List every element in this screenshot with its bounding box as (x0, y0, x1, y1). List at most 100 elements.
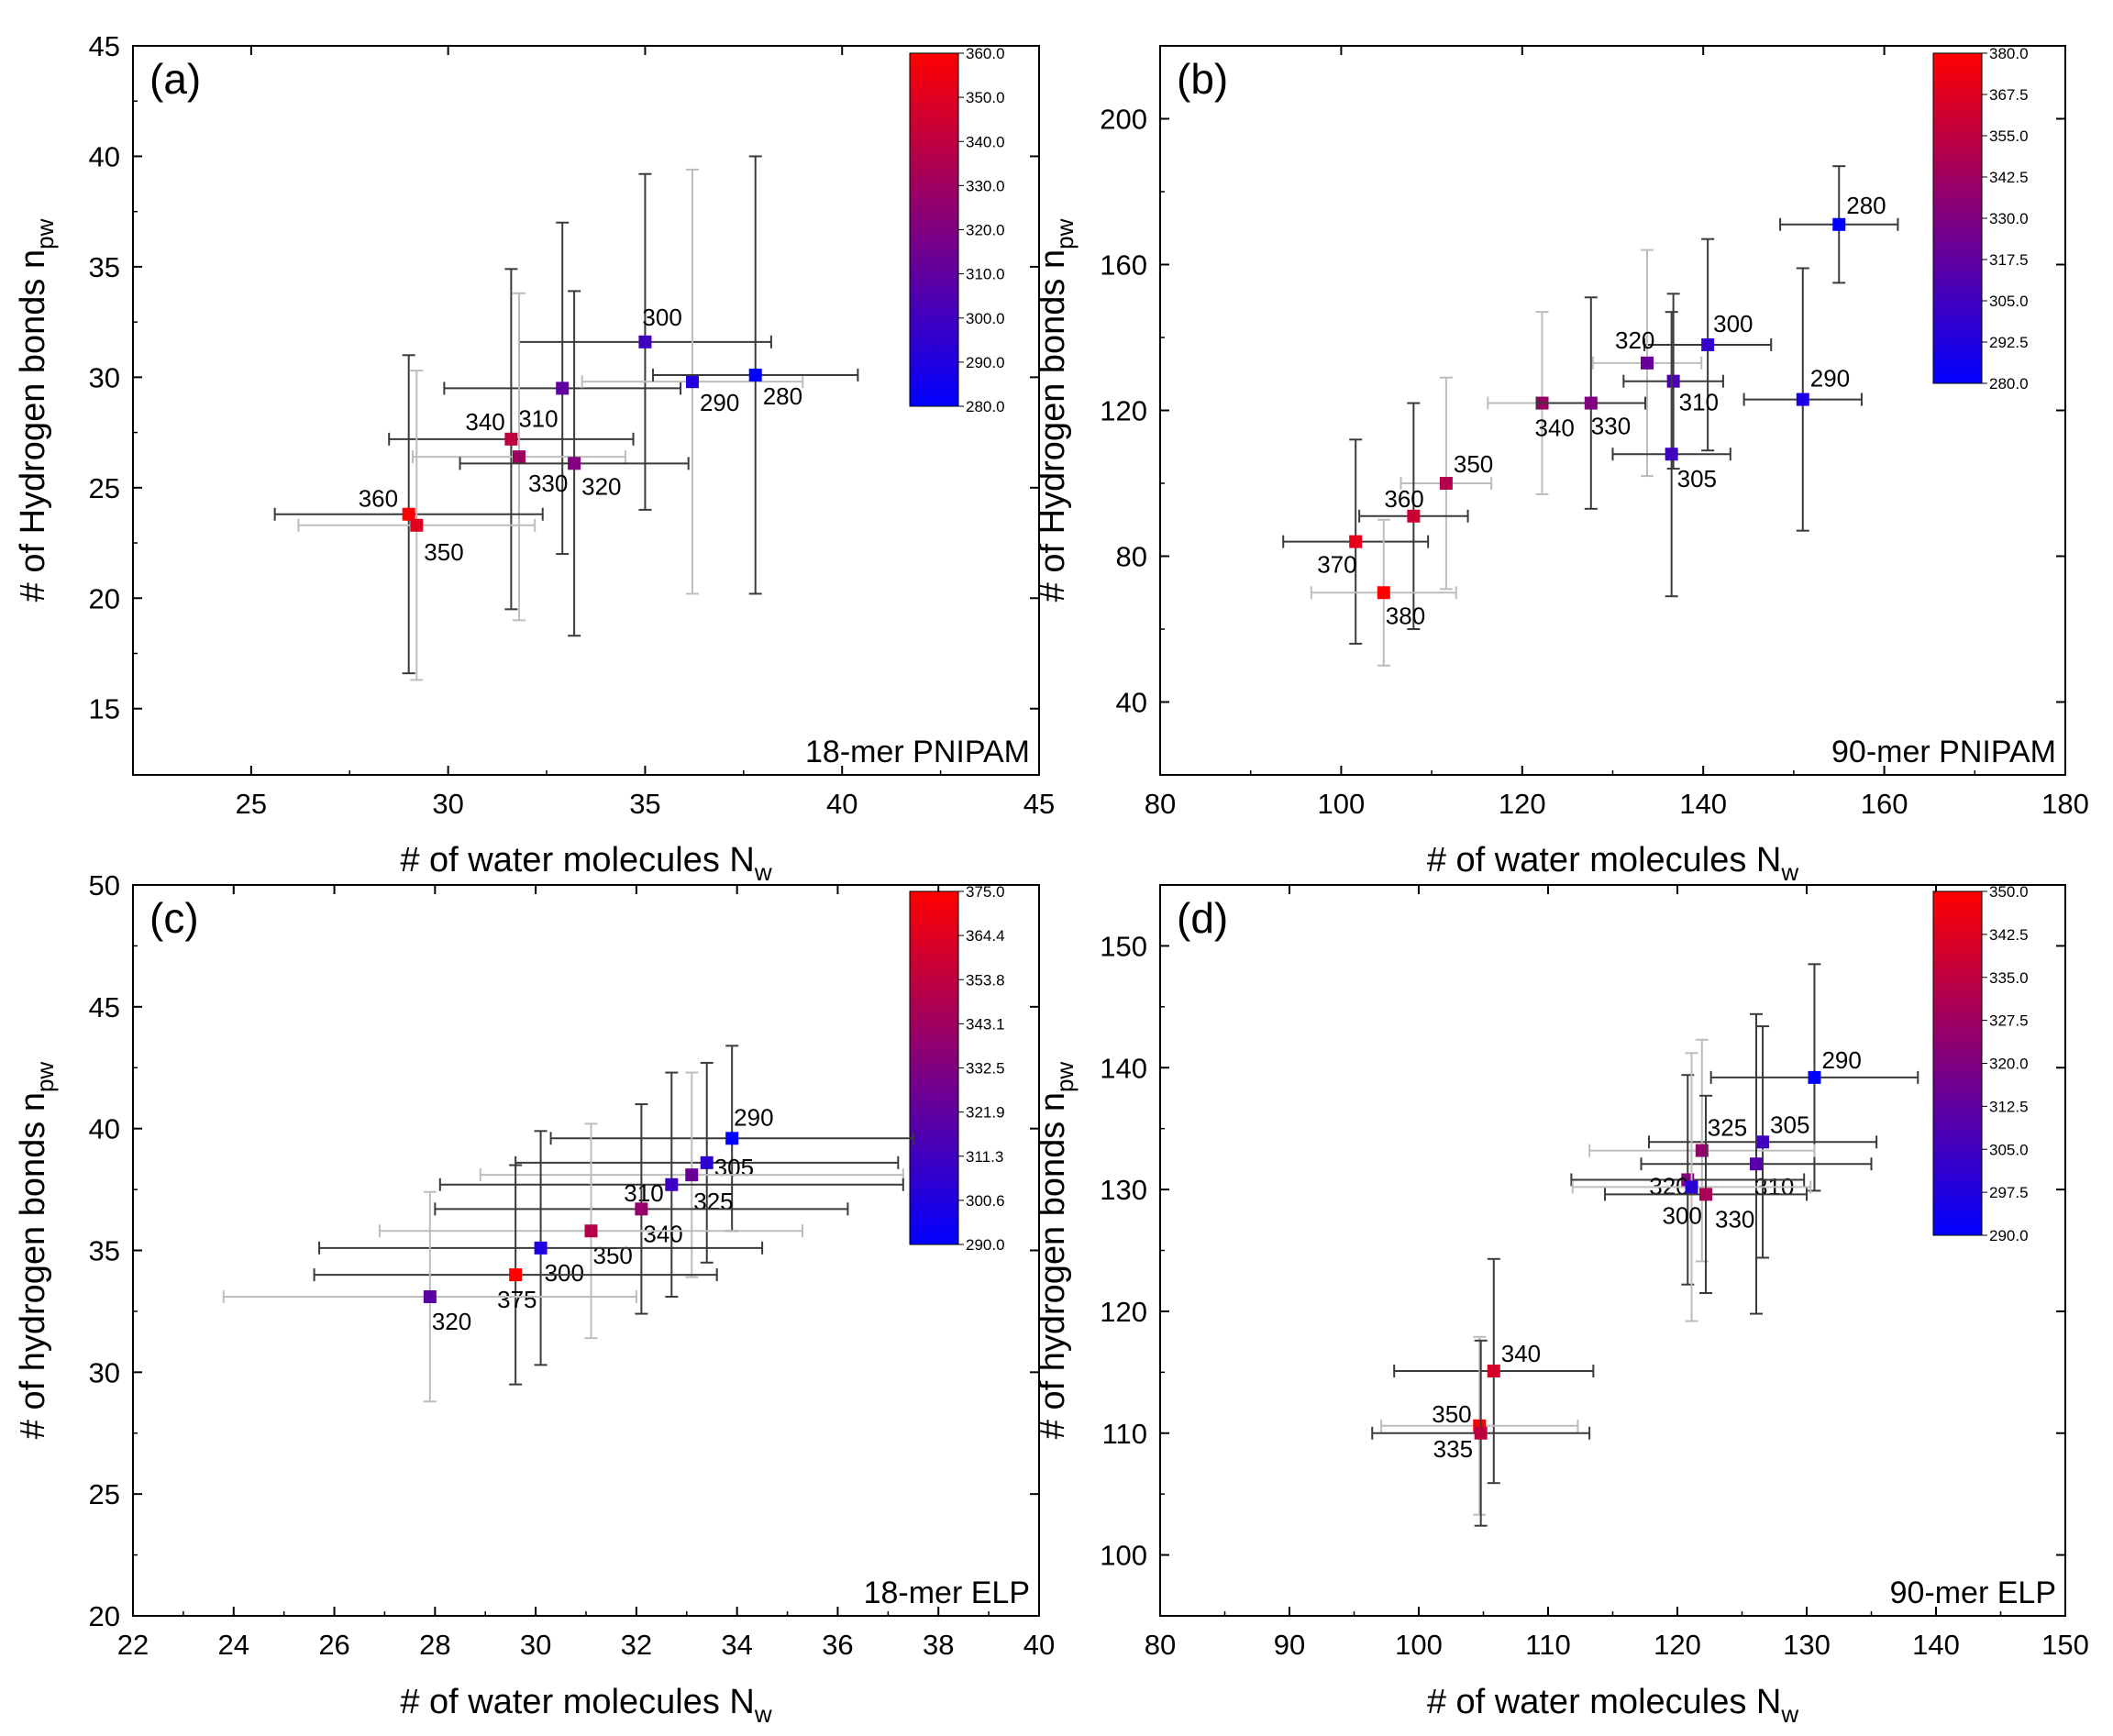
x-axis-title-main: # of water molecules N (400, 1683, 755, 1721)
data-point-335: 335 (1371, 1339, 1591, 1527)
point-label: 340 (1501, 1340, 1541, 1367)
panel-b: 80 100 120 140 160 180 40 80 120 160 200 # of water… (1034, 45, 2089, 886)
marker (534, 1241, 548, 1255)
data-point-320: 320 (459, 290, 690, 637)
data-point-290: 290 (581, 168, 804, 595)
x-tick-label: 40 (826, 788, 857, 820)
marker (556, 381, 570, 395)
y-axis-title-main: # of Hydrogen bonds n (1034, 249, 1072, 603)
colorbar-label: 290.0 (966, 354, 1005, 371)
colorbar-label: 350.0 (1989, 883, 2029, 901)
system-label: 90-mer PNIPAM (1831, 735, 2056, 769)
point-label: 360 (359, 485, 398, 513)
y-axis-title-sub: pw (1051, 218, 1079, 249)
y-tick-label: 20 (89, 1600, 120, 1632)
colorbar-label: 342.5 (1989, 169, 2029, 186)
point-label: 290 (1821, 1046, 1861, 1074)
data-point-300: 300 (1571, 1052, 1812, 1322)
point-label: 330 (1591, 413, 1631, 440)
x-axis-title-sub: w (1780, 1700, 1798, 1728)
marker (1701, 337, 1715, 351)
marker (423, 1289, 437, 1303)
data-point-340: 340 (388, 268, 635, 611)
point-label: 330 (528, 470, 568, 497)
x-axis-title-main: # of water molecules N (1427, 1683, 1782, 1721)
y-tick-label: 110 (1102, 1418, 1147, 1450)
data-point-375: 375 (313, 1164, 718, 1386)
marker (748, 368, 762, 381)
x-tick-label: 40 (1023, 1629, 1055, 1661)
data-point-280: 280 (1779, 165, 1899, 284)
marker (509, 1268, 523, 1282)
y-tick-label: 130 (1100, 1174, 1147, 1206)
point-label: 320 (581, 472, 621, 500)
colorbar-label: 321.9 (966, 1104, 1005, 1122)
point-label: 310 (624, 1179, 663, 1207)
colorbar-label: 353.8 (966, 971, 1005, 989)
y-tick-label: 100 (1100, 1540, 1147, 1572)
x-tick-label: 30 (520, 1629, 551, 1661)
plot-frame (1159, 884, 2066, 1617)
marker (1474, 1426, 1488, 1440)
point-label: 370 (1317, 551, 1356, 579)
marker (638, 335, 652, 348)
marker (1665, 448, 1678, 461)
data-point-320: 320 (222, 1190, 637, 1403)
data-point-310: 310 (438, 1071, 904, 1298)
point-label: 305 (714, 1154, 754, 1181)
y-tick-label: 40 (89, 1113, 120, 1145)
colorbar-label: 292.5 (1989, 334, 2029, 351)
y-tick-label: 15 (89, 693, 120, 725)
x-axis-title-main: # of water molecules N (400, 841, 755, 879)
x-tick-label: 120 (1499, 788, 1546, 820)
y-axis-title-main: # of hydrogen bonds n (1034, 1092, 1072, 1439)
colorbar-label: 290.0 (1989, 1227, 2029, 1244)
point-label: 325 (693, 1188, 733, 1215)
marker (1832, 217, 1846, 231)
plot-frame (132, 45, 1040, 776)
colorbar-label: 320.0 (966, 222, 1005, 239)
y-tick-label: 45 (89, 991, 120, 1023)
x-tick-label: 120 (1654, 1629, 1701, 1661)
y-axis-title-sub: pw (31, 218, 59, 249)
y-tick-label: 35 (89, 1235, 120, 1267)
colorbar-label: 360.0 (966, 45, 1005, 62)
x-axis-title: # of water molecules Nw (400, 841, 772, 886)
point-label: 290 (1810, 365, 1850, 393)
y-tick-label: 120 (1100, 1296, 1147, 1328)
data-point-290: 290 (1742, 267, 1863, 532)
x-tick-label: 130 (1783, 1629, 1831, 1661)
colorbar-label: 364.4 (966, 927, 1005, 945)
y-axis-title-sub: pw (1051, 1062, 1079, 1092)
colorbar-label: 305.0 (1989, 1141, 2029, 1158)
x-tick-label: 22 (117, 1629, 149, 1661)
point-label: 300 (545, 1259, 584, 1287)
marker (1808, 1070, 1821, 1084)
x-tick-label: 28 (419, 1629, 450, 1661)
y-tick-label: 160 (1100, 249, 1147, 282)
y-tick-label: 150 (1100, 930, 1147, 962)
data-point-330: 330 (1535, 296, 1647, 510)
point-label: 320 (1615, 326, 1654, 354)
point-label: 360 (1384, 485, 1423, 513)
y-tick-label: 120 (1100, 395, 1147, 427)
point-label: 380 (1386, 602, 1425, 629)
y-tick-label: 25 (89, 1478, 120, 1510)
point-label: 305 (1770, 1111, 1809, 1138)
marker (685, 1168, 699, 1182)
x-tick-label: 100 (1318, 788, 1366, 820)
marker (725, 1132, 739, 1145)
data-point-330: 330 (411, 292, 626, 622)
y-tick-label: 80 (1116, 541, 1147, 573)
colorbar-label: 312.5 (1989, 1098, 2029, 1115)
marker (504, 432, 518, 446)
point-label: 320 (432, 1308, 471, 1335)
colorbar-label: 305.0 (1989, 293, 2029, 310)
data-point-350: 350 (1380, 1335, 1579, 1516)
x-axis-title: # of water molecules Nw (1427, 841, 1799, 886)
colorbar-label: 342.5 (1989, 926, 2029, 944)
x-axis-title-sub: w (754, 1700, 772, 1728)
point-label: 290 (700, 389, 739, 416)
system-label: 90-mer ELP (1890, 1576, 2056, 1610)
